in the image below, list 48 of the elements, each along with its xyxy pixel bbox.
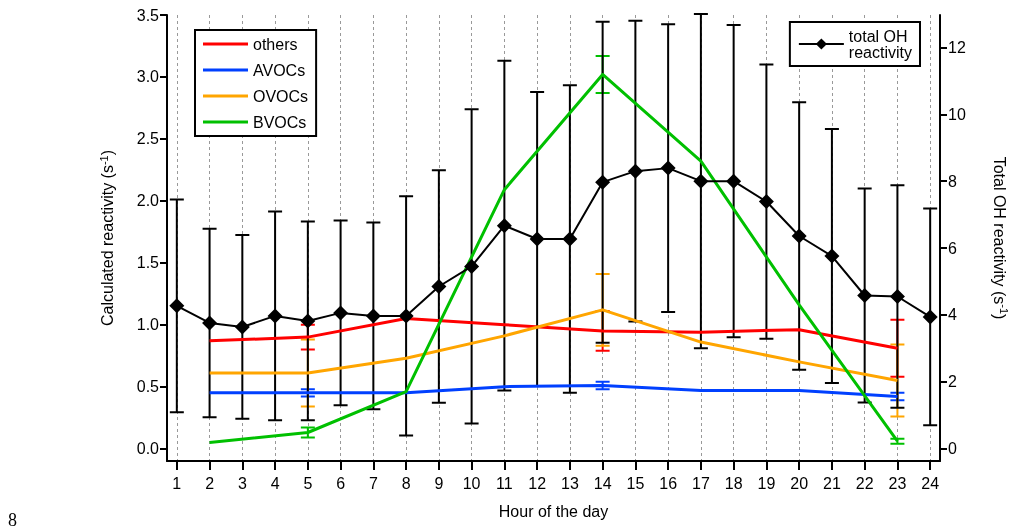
x-tick-label: 6 — [336, 474, 346, 492]
y-tick-label: 1.0 — [136, 316, 160, 334]
y-axis-title: Calculated reactivity (s-1) — [97, 149, 116, 327]
y-tick-label: 0.0 — [136, 440, 160, 458]
x-axis-title: Hour of the day — [498, 502, 609, 520]
legend-label: total OH reactivity — [848, 27, 913, 61]
x-tick-label: 19 — [757, 474, 776, 492]
legend-label: BVOCs — [253, 113, 307, 131]
y-tick-label: 3.5 — [136, 6, 160, 24]
y-tick-label: 0.5 — [136, 378, 160, 396]
x-tick-label: 3 — [237, 474, 247, 492]
x-tick-label: 1 — [172, 474, 182, 492]
x-tick-label: 2 — [205, 474, 215, 492]
x-tick-label: 14 — [593, 474, 612, 492]
legend-label: OVOCs — [253, 87, 309, 105]
y2-tick-label: 2 — [948, 373, 957, 391]
text: 8 — [8, 510, 17, 530]
y2-tick-label: 6 — [948, 239, 957, 257]
x-tick-label: 23 — [888, 474, 907, 492]
x-tick-label: 7 — [368, 474, 378, 492]
y-tick-label: 3.0 — [136, 68, 160, 86]
y-tick-label: 2.5 — [136, 130, 160, 148]
y2-tick-label: 10 — [948, 105, 966, 123]
y-tick-label: 1.5 — [136, 254, 160, 272]
y2-tick-label: 12 — [948, 38, 966, 56]
y2-tick-label: 4 — [948, 306, 957, 324]
x-tick-label: 17 — [692, 474, 710, 492]
x-tick-label: 5 — [303, 474, 313, 492]
x-tick-label: 9 — [434, 474, 444, 492]
x-tick-label: 10 — [462, 474, 481, 492]
x-tick-label: 8 — [401, 474, 411, 492]
x-tick-label: 16 — [659, 474, 678, 492]
x-tick-label: 20 — [790, 474, 809, 492]
x-tick-label: 18 — [724, 474, 743, 492]
y2-tick-label: 8 — [948, 172, 957, 190]
x-tick-label: 22 — [855, 474, 874, 492]
x-tick-label: 13 — [560, 474, 579, 492]
legend-label: others — [253, 35, 298, 53]
x-tick-label: 12 — [528, 474, 547, 492]
y-tick-label: 2.0 — [136, 192, 160, 210]
x-tick-label: 21 — [823, 474, 841, 492]
x-tick-label: 15 — [626, 474, 645, 492]
x-tick-label: 11 — [496, 474, 513, 492]
legend-label: AVOCs — [253, 61, 306, 79]
x-tick-label: 4 — [270, 474, 280, 492]
y2-axis-title: Total OH reactivity (s-1) — [991, 156, 1010, 320]
x-tick-label: 24 — [921, 474, 940, 492]
y2-tick-label: 0 — [948, 440, 957, 458]
